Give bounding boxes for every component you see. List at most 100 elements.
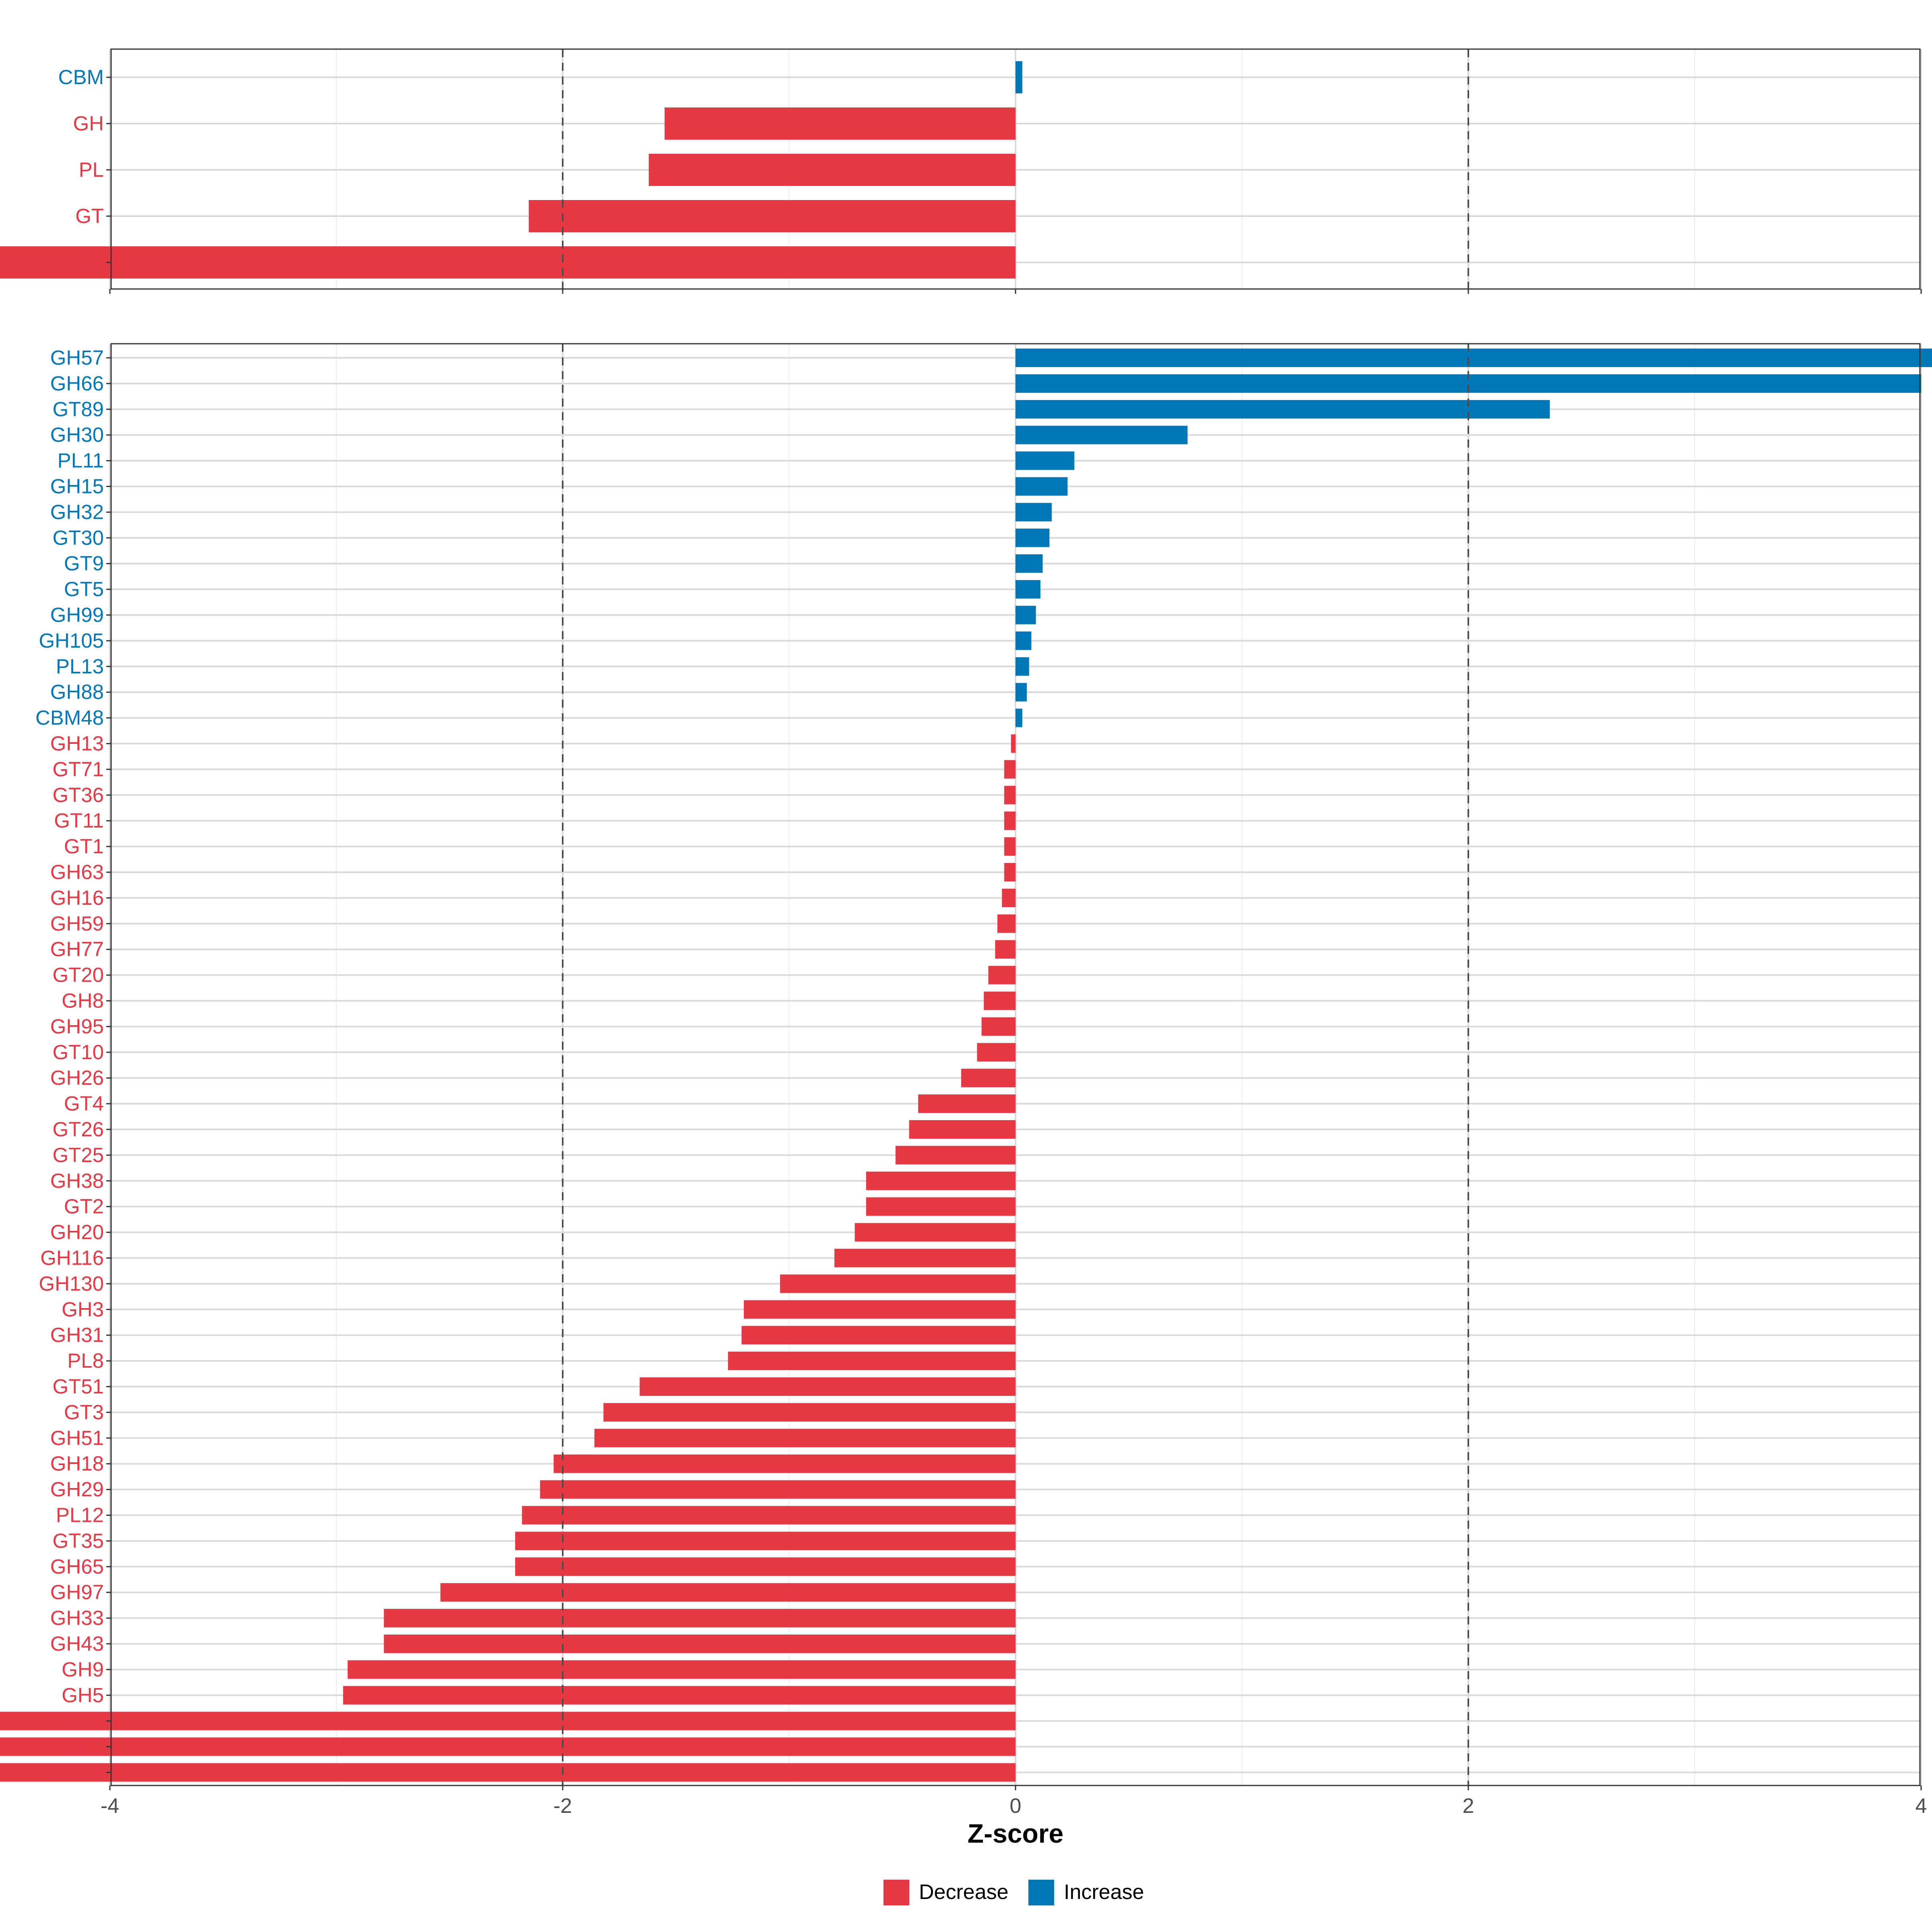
summary-label-cbm: CBM [58, 66, 104, 89]
family-label-gh13: GH13 [50, 732, 104, 755]
summary-bar-pl [648, 154, 1016, 186]
family-bar-gt4 [918, 1094, 1016, 1113]
family-bar-gt2 [866, 1197, 1016, 1216]
family-label-gt71: GT71 [52, 758, 104, 780]
summary-label-gt: GT [75, 204, 104, 227]
family-bar-gt5 [1016, 580, 1040, 599]
legend-label-decrease: Decrease [919, 1880, 1009, 1904]
x-tick-label: 2 [1463, 1794, 1474, 1818]
family-bar-gh29 [540, 1480, 1016, 1499]
family-label-cbm48: CBM48 [35, 706, 104, 729]
summary-panel: CBM GH PL GT CE [0, 48, 1922, 294]
family-label-gh32: GH32 [50, 500, 104, 523]
family-label-gh38: GH38 [50, 1169, 104, 1192]
family-label-gh95: GH95 [50, 1015, 104, 1038]
family-bar-gt89 [1016, 400, 1550, 419]
family-bar-gh97 [440, 1583, 1016, 1602]
family-label-gh51: GH51 [50, 1426, 104, 1449]
family-label-gh29: GH29 [50, 1478, 104, 1501]
family-label-gh8: GH8 [62, 989, 104, 1012]
family-label-gt4: GT4 [64, 1092, 104, 1115]
family-label-gh105: GH105 [39, 629, 104, 652]
family-label-gt26: GT26 [52, 1118, 104, 1141]
family-bar-gt3 [603, 1403, 1016, 1422]
families-panel: GH57GH66GT89GH30PL11GH15GH32GT30GT9GT5GH… [0, 343, 1932, 1790]
family-bar-gh59 [997, 914, 1016, 933]
family-label-gt36: GT36 [52, 783, 104, 806]
family-bar-gh30 [1016, 425, 1188, 444]
legend-label-increase: Increase [1064, 1880, 1144, 1904]
family-bar-gt11 [1004, 811, 1016, 830]
x-tick-label: 0 [1010, 1794, 1022, 1818]
family-bar-gt10 [977, 1043, 1016, 1062]
family-label-gh18: GH18 [50, 1452, 104, 1475]
family-label-gh3: GH3 [62, 1298, 104, 1321]
family-label-ce1: CE1 [64, 1735, 104, 1758]
family-label-gh59: GH59 [50, 912, 104, 935]
summary-bar-gt [528, 200, 1016, 232]
family-label-gh130: GH130 [39, 1272, 104, 1295]
x-tick-label: -4 [101, 1794, 119, 1818]
family-bar-gt51 [640, 1377, 1016, 1396]
summary-bar-cbm [1016, 61, 1022, 93]
family-bar-gt1 [1004, 837, 1016, 856]
family-label-pl13: PL13 [56, 655, 104, 678]
family-label-gt51: GT51 [52, 1375, 104, 1398]
family-bar-gt20 [988, 966, 1016, 985]
summary-bar-gh [665, 107, 1016, 140]
family-bar-gh95 [981, 1017, 1016, 1036]
family-label-gt2: GT2 [64, 1195, 104, 1218]
family-bar-gh88 [1016, 683, 1027, 702]
family-bar-gt9 [1016, 554, 1043, 573]
family-label-gh88: GH88 [50, 681, 104, 704]
family-bar-gh51 [594, 1428, 1016, 1447]
family-label-gt20: GT20 [52, 964, 104, 987]
summary-label-gh: GH [73, 112, 104, 135]
family-label-gt9: GT9 [64, 552, 104, 575]
family-label-gt35: GT35 [52, 1529, 104, 1552]
family-bar-gh15 [1016, 477, 1068, 496]
family-bar-gt25 [895, 1146, 1016, 1164]
family-bar-gh18 [553, 1454, 1016, 1473]
family-label-gt1: GT1 [64, 835, 104, 858]
family-label-gt19: GT19 [52, 1761, 104, 1784]
family-bar-cbm48 [1016, 708, 1022, 727]
family-bar-pl13 [1016, 657, 1029, 676]
family-label-gt11: GT11 [54, 809, 104, 832]
family-bar-gh9 [347, 1660, 1016, 1679]
family-bar-gh130 [780, 1274, 1016, 1293]
legend-swatch-increase [1028, 1880, 1054, 1905]
family-label-gt28: GT28 [52, 1709, 104, 1732]
family-bar-gh99 [1016, 606, 1036, 624]
family-bar-gt35 [515, 1532, 1016, 1550]
family-label-gh33: GH33 [50, 1606, 104, 1629]
family-bar-pl11 [1016, 451, 1075, 470]
family-bar-gt36 [1004, 786, 1016, 805]
family-bar-gh38 [866, 1171, 1016, 1190]
family-label-gh77: GH77 [50, 938, 104, 961]
family-label-gh31: GH31 [50, 1323, 104, 1346]
family-label-gh30: GH30 [50, 423, 104, 446]
family-bar-gh43 [384, 1635, 1016, 1653]
family-bar-gh31 [741, 1326, 1016, 1345]
family-bar-pl8 [728, 1352, 1016, 1371]
family-bar-gt71 [1004, 760, 1016, 779]
family-label-gh99: GH99 [50, 603, 104, 626]
family-label-gh5: GH5 [62, 1684, 104, 1707]
family-label-gh15: GH15 [50, 475, 104, 498]
family-bar-gh65 [515, 1557, 1016, 1576]
family-bar-gt19 [0, 1763, 1016, 1782]
family-label-gh65: GH65 [50, 1555, 104, 1578]
family-label-pl12: PL12 [56, 1504, 104, 1527]
family-label-gh97: GH97 [50, 1581, 104, 1604]
family-bar-gh105 [1016, 631, 1032, 650]
x-tick-label: 4 [1915, 1794, 1927, 1818]
family-label-gh20: GH20 [50, 1221, 104, 1244]
family-bar-gt26 [909, 1120, 1016, 1139]
family-label-gt5: GT5 [64, 578, 104, 601]
family-bar-gh13 [1011, 734, 1016, 753]
family-label-gt89: GT89 [52, 398, 104, 421]
family-label-gh57: GH57 [50, 346, 104, 369]
family-label-gh26: GH26 [50, 1066, 104, 1089]
